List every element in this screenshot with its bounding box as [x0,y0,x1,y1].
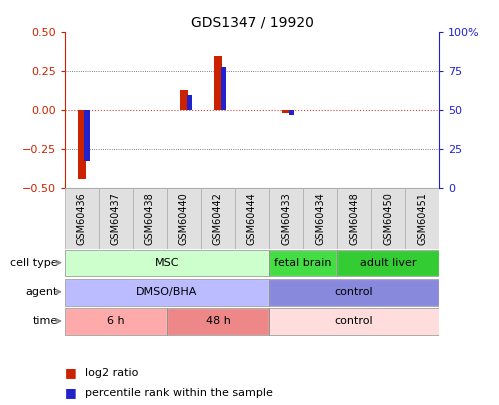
Bar [269,188,303,249]
Bar [65,250,269,276]
Bar [133,188,167,249]
Text: agent: agent [25,287,58,297]
Bar [337,250,439,276]
Text: 48 h: 48 h [206,316,231,326]
Bar [269,279,439,305]
Bar [78,110,86,179]
Text: DMSO/BHA: DMSO/BHA [136,287,198,297]
Text: time: time [33,316,58,326]
Text: adult liver: adult liver [360,258,416,268]
Text: GSM60440: GSM60440 [179,192,189,245]
Bar [65,188,99,249]
Text: GSM60436: GSM60436 [77,192,87,245]
Bar [99,188,133,249]
Text: GSM60434: GSM60434 [315,192,325,245]
Bar [65,279,269,305]
Bar [269,250,337,276]
Bar [337,188,371,249]
Text: ■: ■ [65,386,77,399]
Text: GSM60451: GSM60451 [417,192,427,245]
Bar [235,188,269,249]
Text: GSM60437: GSM60437 [111,192,121,245]
Text: percentile rank within the sample: percentile rank within the sample [85,388,273,398]
Text: GSM60438: GSM60438 [145,192,155,245]
Text: GSM60442: GSM60442 [213,192,223,245]
Bar [167,309,269,335]
Bar [269,279,439,305]
Bar [201,188,235,249]
Text: control: control [335,316,373,326]
Bar [303,188,337,249]
Bar [269,309,439,335]
Text: GSM60433: GSM60433 [281,192,291,245]
Text: GSM60444: GSM60444 [247,192,257,245]
Bar [221,66,226,110]
Text: cell type: cell type [10,258,58,268]
Bar [167,188,201,249]
Text: ■: ■ [65,366,77,379]
Bar [84,110,89,162]
Bar [269,309,439,335]
Text: control: control [335,287,373,297]
Text: 6 h: 6 h [107,316,125,326]
Text: fetal brain: fetal brain [274,258,332,268]
Bar [187,95,192,110]
Text: MSC: MSC [155,258,179,268]
Bar [65,279,269,305]
Bar [288,110,294,115]
Text: log2 ratio: log2 ratio [85,368,138,377]
Bar [167,309,269,335]
Bar [65,250,269,276]
Bar [337,250,439,276]
Title: GDS1347 / 19920: GDS1347 / 19920 [191,16,313,30]
Bar [371,188,405,249]
Bar [214,56,222,110]
Bar [65,309,167,335]
Bar [269,250,337,276]
Bar [65,309,167,335]
Text: GSM60448: GSM60448 [349,192,359,245]
Bar [405,188,439,249]
Bar [180,90,188,110]
Text: GSM60450: GSM60450 [383,192,393,245]
Bar [282,110,290,113]
